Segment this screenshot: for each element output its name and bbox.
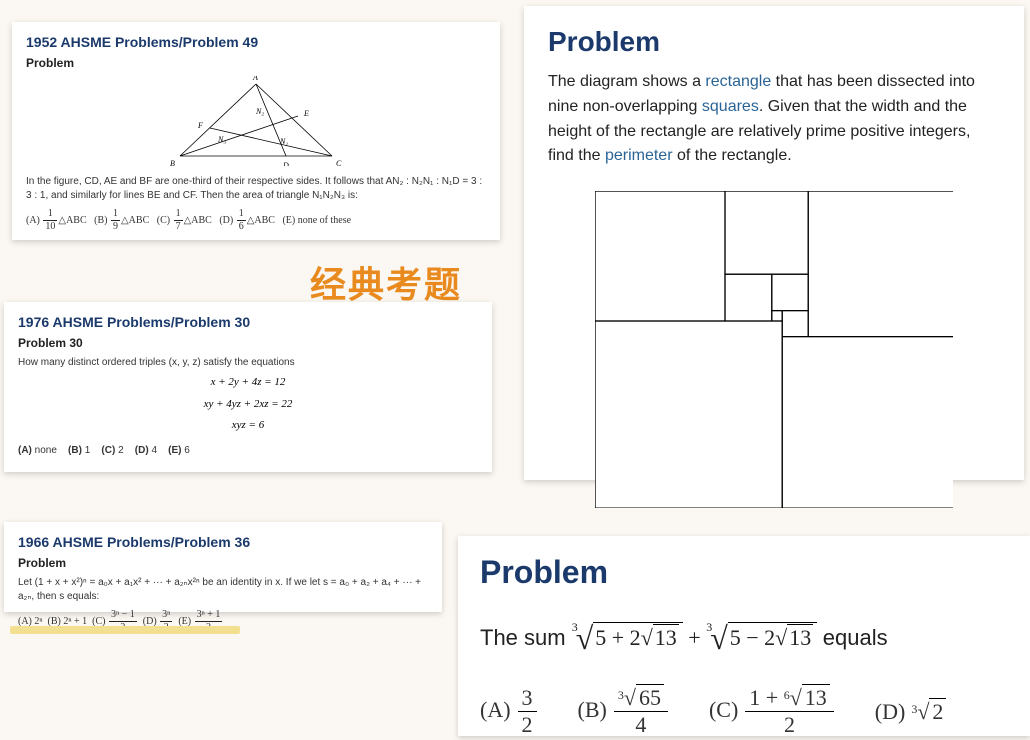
- card-1966-p36: 1966 AHSME Problems/Problem 36 Problem L…: [4, 522, 442, 612]
- yellow-underline: [10, 626, 240, 634]
- card1-title[interactable]: 1952 AHSME Problems/Problem 49: [26, 34, 486, 50]
- card-1976-p30: 1976 AHSME Problems/Problem 30 Problem 3…: [4, 302, 492, 472]
- link-perimeter[interactable]: perimeter: [605, 147, 673, 164]
- svg-text:F: F: [197, 121, 203, 130]
- link-rectangle[interactable]: rectangle: [705, 73, 771, 90]
- choice: (D)3√2: [875, 699, 947, 725]
- card3-text: The diagram shows a rectangle that has b…: [548, 70, 1000, 169]
- triangle-diagram: A B C D E F N₁ N₂ N₃: [166, 76, 346, 166]
- card5-choices: (A)32 (B)3√654 (C)1 + 6√132 (D)3√2: [480, 687, 1008, 736]
- cube-root-a: 3√5 + 2√13: [572, 625, 683, 650]
- choice: (B)3√654: [578, 687, 669, 736]
- card2-eq3: xyz = 6: [18, 417, 478, 435]
- cube-root-b: 3√5 − 2√13: [706, 625, 817, 650]
- card5-prefix: The sum: [480, 625, 572, 650]
- center-label: 经典考题: [310, 256, 462, 308]
- card-aime-squares: Problem The diagram shows a rectangle th…: [524, 6, 1024, 480]
- svg-text:C: C: [336, 159, 342, 166]
- card1-subhead: Problem: [26, 56, 486, 70]
- svg-text:A: A: [252, 76, 258, 82]
- card1-choices: (A) 110△ABC (B) 19△ABC (C) 17△ABC (D) 16…: [26, 209, 486, 232]
- card1-body: In the figure, CD, AE and BF are one-thi…: [26, 175, 486, 203]
- card3-heading: Problem: [548, 26, 1000, 58]
- svg-text:D: D: [282, 161, 289, 166]
- svg-text:N₁: N₁: [279, 137, 288, 146]
- card1-diagram-wrap: A B C D E F N₁ N₂ N₃: [26, 76, 486, 171]
- card-cube-root-sum: Problem The sum 3√5 + 2√13 + 3√5 − 2√13 …: [458, 536, 1030, 736]
- link-squares[interactable]: squares: [702, 98, 759, 115]
- svg-text:N₃: N₃: [217, 135, 226, 144]
- svg-text:E: E: [303, 109, 309, 118]
- card2-eq1: x + 2y + 4z = 12: [18, 374, 478, 392]
- card4-body: Let (1 + x + x²)ⁿ = a₀x + a₁x² + ··· + a…: [18, 576, 428, 604]
- card3-diagram-wrap: [548, 191, 1000, 513]
- card5-heading: Problem: [480, 554, 1008, 591]
- choice: (C)1 + 6√132: [709, 687, 835, 736]
- svg-text:B: B: [170, 159, 175, 166]
- card-1952-p49: 1952 AHSME Problems/Problem 49 Problem A…: [12, 22, 500, 240]
- card5-sentence: The sum 3√5 + 2√13 + 3√5 − 2√13 equals: [480, 603, 1008, 673]
- card2-choices-row: (A) none (B) 1 (C) 2 (D) 4 (E) 6: [18, 445, 478, 456]
- card2-subhead: Problem 30: [18, 336, 478, 350]
- card2-lead: How many distinct ordered triples (x, y,…: [18, 356, 478, 370]
- card5-suffix: equals: [823, 625, 888, 650]
- svg-text:N₂: N₂: [255, 107, 264, 116]
- card2-eq2: xy + 4yz + 2xz = 22: [18, 396, 478, 414]
- squares-diagram: [595, 191, 954, 508]
- card2-title[interactable]: 1976 AHSME Problems/Problem 30: [18, 314, 478, 330]
- card4-title[interactable]: 1966 AHSME Problems/Problem 36: [18, 534, 428, 550]
- card4-subhead: Problem: [18, 556, 428, 570]
- choice: (A)32: [480, 687, 538, 736]
